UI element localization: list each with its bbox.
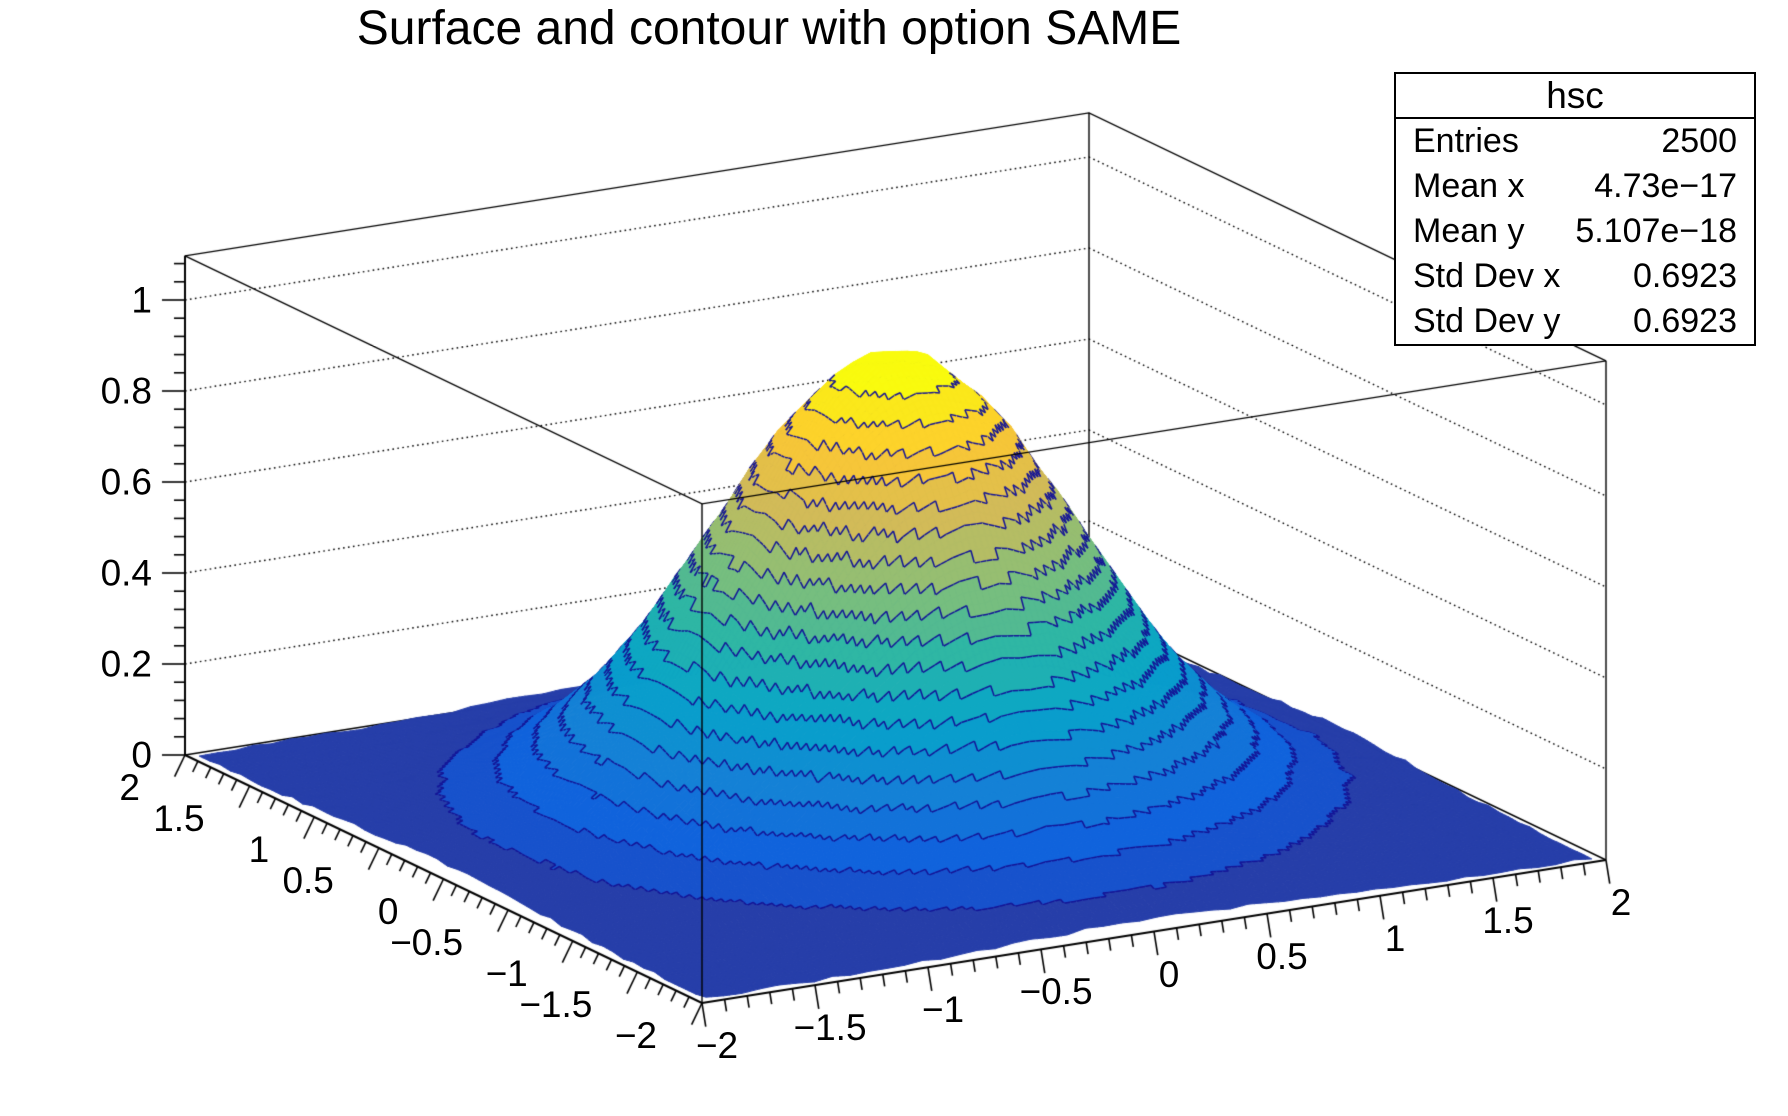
y-axis-tick-label: −0.5: [390, 922, 464, 963]
stats-box: hsc Entries 2500 Mean x 4.73e−17 Mean y 5.107…: [1394, 72, 1756, 346]
x-axis-tick-label: −1: [921, 989, 965, 1031]
x-axis-tick-label: 1.5: [1482, 899, 1534, 941]
y-axis-tick-label: 2: [119, 767, 140, 808]
stats-row-label: Mean y: [1413, 212, 1525, 250]
y-axis-tick-label: 0: [377, 891, 399, 932]
stats-row-value: 2500: [1661, 122, 1737, 160]
x-axis-tick-label: −1.5: [793, 1007, 867, 1049]
stats-row: Std Dev y 0.6923: [1396, 299, 1754, 344]
x-axis-tick-label: −0.5: [1019, 971, 1093, 1013]
stats-row-label: Std Dev y: [1413, 302, 1561, 340]
stats-row-value: 0.6923: [1633, 302, 1737, 340]
plot-title: Surface and contour with option SAME: [356, 2, 1182, 55]
stats-box-title: hsc: [1396, 74, 1754, 119]
z-axis-tick-label: 0.6: [100, 461, 152, 503]
y-axis-tick-label: −1: [485, 953, 528, 994]
stats-row-value: 4.73e−17: [1594, 167, 1737, 205]
z-axis-tick-label: 0: [131, 734, 152, 776]
z-axis-tick-label: 0.4: [100, 552, 152, 594]
y-axis-tick-label: −2: [614, 1015, 657, 1056]
y-axis-tick-label: −1.5: [519, 984, 593, 1025]
y-axis-tick-label: 0.5: [282, 860, 334, 901]
z-axis-tick-label: 0.2: [100, 643, 152, 685]
stats-row-value: 0.6923: [1633, 257, 1737, 295]
x-axis-tick-label: 1: [1384, 917, 1406, 959]
stats-row: Std Dev x 0.6923: [1396, 254, 1754, 299]
y-axis-tick-label: 1.5: [153, 798, 205, 839]
stats-row-label: Mean x: [1413, 167, 1525, 205]
x-axis-tick-label: 0: [1158, 953, 1180, 995]
stats-row: Entries 2500: [1396, 119, 1754, 164]
z-axis-tick-label: 1: [131, 279, 152, 321]
stats-rows: Entries 2500 Mean x 4.73e−17 Mean y 5.107e−18…: [1396, 119, 1754, 344]
stats-row: Mean x 4.73e−17: [1396, 164, 1754, 209]
x-axis-tick-label: −2: [695, 1025, 739, 1066]
stats-row: Mean y 5.107e−18: [1396, 209, 1754, 254]
z-axis-tick-label: 0.8: [100, 370, 152, 412]
x-axis-tick-label: 2: [1610, 882, 1632, 923]
stats-row-label: Entries: [1413, 122, 1519, 160]
stats-row-value: 5.107e−18: [1575, 212, 1737, 250]
x-axis-tick-label: 0.5: [1256, 935, 1308, 977]
stats-row-label: Std Dev x: [1413, 257, 1561, 295]
y-axis-tick-label: 1: [248, 829, 270, 870]
